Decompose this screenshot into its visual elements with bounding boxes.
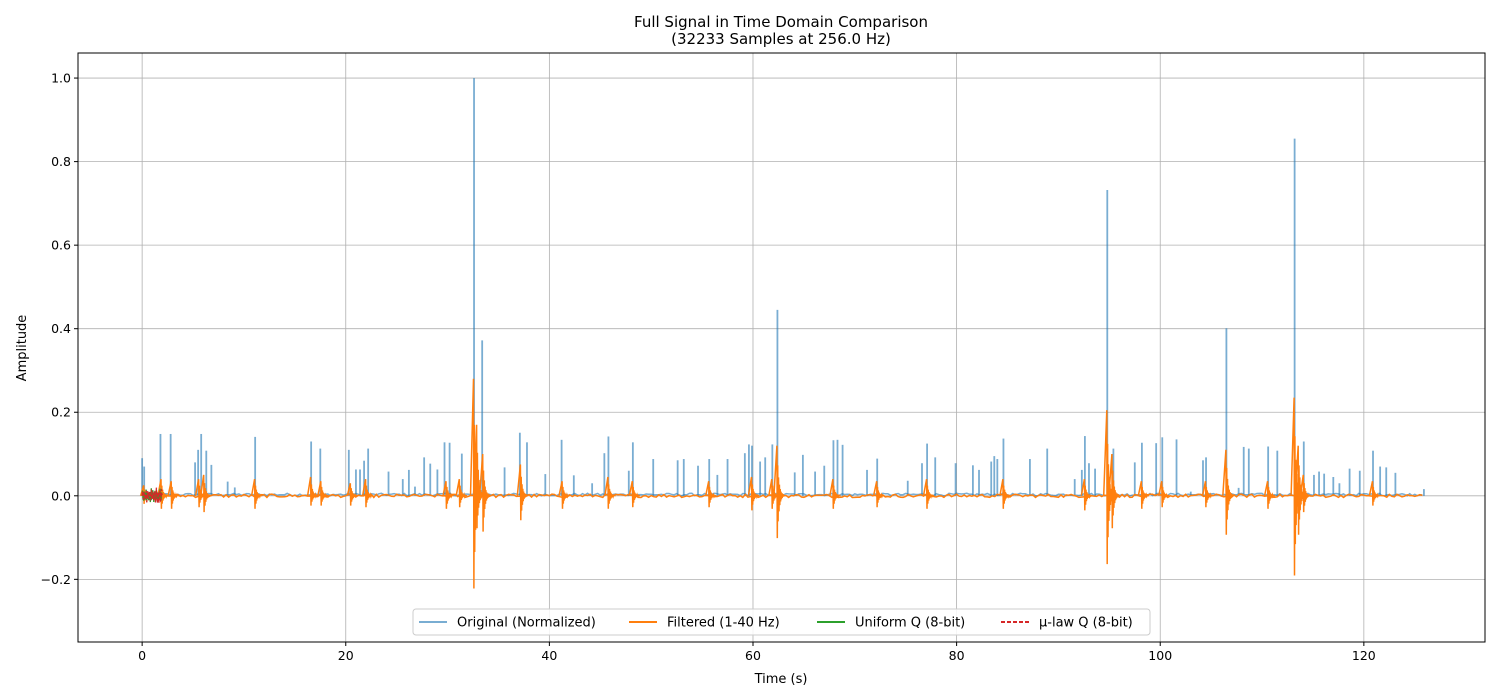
y-tick-label: 0.8: [51, 154, 71, 169]
filtered-burst: [317, 481, 329, 506]
filtered-burst: [604, 476, 616, 509]
y-axis-label: Amplitude: [15, 315, 30, 382]
y-tick-label: 0.4: [51, 321, 71, 336]
filtered-burst: [1137, 481, 1150, 509]
y-tick-label: 1.0: [51, 71, 71, 86]
x-tick-label: 0: [138, 648, 146, 663]
filtered-burst: [872, 481, 885, 508]
legend-box: [412, 608, 1151, 636]
y-tick-label: −0.2: [41, 572, 71, 587]
filtered-burst: [628, 481, 641, 508]
legend-label: Uniform Q (8-bit): [855, 616, 965, 631]
filtered-burst: [1157, 481, 1170, 508]
filtered-burst: [1108, 453, 1120, 529]
x-axis-ticks: 0 20 40 60 80 100 120: [138, 642, 1376, 663]
filtered-burst: [1263, 481, 1276, 509]
filtered-burst: [773, 445, 786, 539]
filtered-burst: [704, 481, 717, 508]
filtered-burst: [472, 424, 485, 529]
chart-title: Full Signal in Time Domain Comparison: [634, 13, 928, 31]
filtered-burst: [1222, 449, 1234, 535]
filtered-burst: [346, 483, 359, 506]
x-tick-label: 100: [1148, 648, 1172, 663]
x-tick-label: 20: [338, 648, 354, 663]
y-tick-label: 0.6: [51, 238, 71, 253]
filtered-burst: [442, 481, 454, 509]
filtered-burst: [1299, 474, 1312, 513]
series-group: [139, 78, 1425, 589]
legend: Original (Normalized) Filtered (1-40 Hz) U…: [412, 608, 1151, 636]
filtered-burst: [1201, 481, 1214, 508]
series-mulaw-q: [141, 487, 163, 503]
y-axis-ticks: −0.2 0.0 0.2 0.4 0.6 0.8 1.0: [41, 71, 78, 587]
filtered-burst: [558, 481, 570, 509]
filtered-burst: [1368, 481, 1381, 506]
filtered-burst: [1080, 478, 1093, 511]
filtered-burst: [306, 476, 319, 506]
grid: [78, 53, 1485, 642]
filtered-burst: [999, 478, 1011, 509]
filtered-burst: [829, 478, 841, 509]
x-tick-label: 120: [1352, 648, 1376, 663]
filtered-burst: [516, 464, 529, 521]
filtered-burst: [455, 478, 468, 508]
x-tick-label: 60: [745, 648, 761, 663]
series-filtered: [139, 378, 1423, 589]
x-tick-label: 80: [949, 648, 965, 663]
legend-label: Filtered (1-40 Hz): [667, 616, 780, 631]
filtered-burst: [250, 478, 263, 509]
filtered-burst: [747, 476, 760, 511]
legend-label: Original (Normalized): [457, 616, 596, 631]
x-tick-label: 40: [541, 648, 557, 663]
filtered-burst: [922, 478, 935, 509]
y-tick-label: 0.2: [51, 405, 71, 420]
series-original: [141, 78, 1425, 497]
filtered-burst: [478, 453, 491, 532]
plot-frame: [77, 52, 1486, 643]
legend-label: μ-law Q (8-bit): [1039, 616, 1133, 631]
filtered-burst: [361, 478, 374, 508]
filtered-burst: [167, 481, 179, 509]
y-tick-label: 0.0: [51, 488, 71, 503]
x-axis-label: Time (s): [754, 672, 808, 687]
filtered-burst: [199, 474, 212, 513]
chart-subtitle: (32233 Samples at 256.0 Hz): [671, 30, 891, 48]
